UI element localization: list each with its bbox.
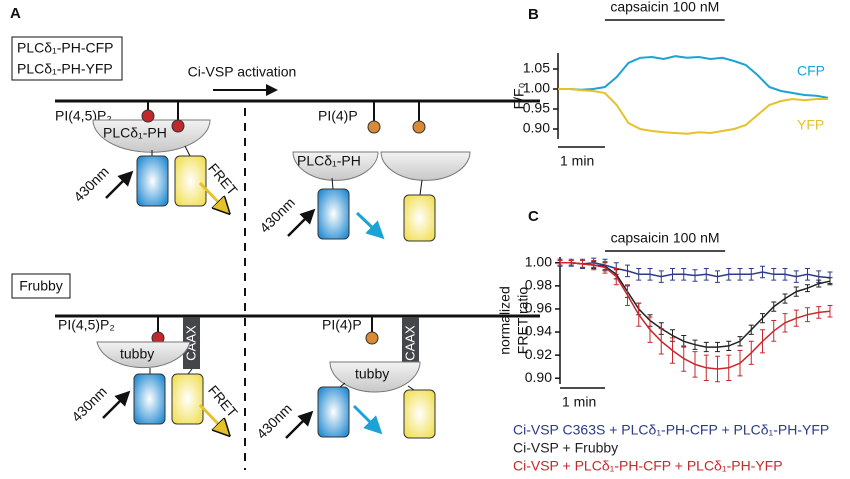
domain — [96, 341, 191, 369]
yfp — [174, 155, 207, 207]
series-line — [558, 88, 828, 135]
excitation-label: 430nm — [70, 163, 112, 205]
y-tick-label: 0.92 — [525, 346, 552, 362]
linker — [331, 177, 334, 190]
construct-label: PLCδ₁-PH-CFP — [17, 40, 114, 56]
linker — [184, 145, 191, 157]
y-tick-label: 1.05 — [523, 60, 550, 76]
y-tick-label: 0.94 — [525, 323, 552, 339]
y-axis-label: FRET ratio — [515, 287, 531, 355]
domain-label: tubby — [120, 346, 154, 362]
excitation-label: 430nm — [68, 383, 110, 425]
pip2-headgroup — [141, 109, 155, 123]
excitation-arrow — [285, 410, 314, 439]
pip2-headgroup — [171, 119, 185, 133]
emission-arrow — [355, 211, 385, 240]
caax — [402, 317, 419, 369]
lipid-label: PI(4)P — [318, 108, 358, 124]
cfp — [136, 155, 169, 207]
yfp — [403, 389, 436, 439]
y-tick-label: 1.00 — [525, 253, 552, 269]
pi4p-headgroup — [365, 331, 379, 345]
cfp — [133, 373, 166, 425]
pi4p-headgroup — [412, 120, 426, 134]
series-label: CFP — [797, 63, 825, 79]
series-label: YFP — [797, 117, 824, 133]
emission-arrow — [352, 404, 383, 435]
cfp — [317, 188, 350, 240]
domain — [329, 361, 421, 393]
anchor-label: CAAX — [402, 325, 417, 361]
cfp — [317, 386, 350, 438]
y-tick-label: 0.95 — [523, 100, 550, 116]
legend-entry: Ci-VSP + Frubby — [513, 440, 618, 456]
panel-label: B — [528, 6, 539, 23]
panel-a: A PLCδ₁-PH-CFP PLCδ₁-PH-YFP Ci-VSP activ… — [10, 5, 540, 470]
series-line — [558, 55, 829, 99]
lipid-label: PI(4,5)P₂ — [58, 317, 115, 333]
caax — [183, 317, 200, 369]
domain — [380, 151, 471, 181]
pi4p-headgroup — [367, 120, 381, 134]
sensor-box — [11, 273, 71, 299]
chart: B 0.90 0.95 1.00 1.05 F/F₀ capsaicin 100 nM 1 m… — [511, 0, 829, 169]
y-tick-label: 0.98 — [525, 277, 552, 293]
sensor-label: Frubby — [19, 278, 63, 294]
y-tick-label: 0.90 — [525, 369, 552, 385]
excitation-arrow — [102, 390, 131, 419]
linker — [407, 385, 415, 391]
activation-label: Ci-VSP activation — [188, 64, 297, 80]
linker — [419, 179, 423, 196]
fret-arrow — [198, 403, 224, 430]
linker — [187, 368, 193, 375]
yfp — [403, 194, 436, 242]
y-axis-label: normalized — [497, 286, 513, 354]
legend-entry: Ci-VSP + PLCδ₁-PH-CFP + PLCδ₁-PH-YFP — [513, 458, 783, 474]
excitation-arrow — [105, 170, 134, 199]
error-bar — [827, 304, 833, 318]
fret-arrow — [198, 181, 224, 208]
y-tick-label: 1.00 — [523, 80, 550, 96]
y-tick-label: 0.90 — [523, 120, 550, 136]
yfp — [171, 373, 204, 425]
y-tick-label: 0.96 — [525, 300, 552, 316]
scale-bar-label: 1 min — [560, 153, 594, 169]
construct-label: PLCδ₁-PH-YFP — [17, 61, 113, 77]
scale-bar-label: 1 min — [562, 394, 596, 410]
lipid-label: PI(4)P — [322, 317, 362, 333]
stimulus-label: capsaicin 100 nM — [611, 230, 720, 246]
series-line — [560, 262, 831, 370]
excitation-arrow — [287, 208, 316, 237]
domain-label: PLCδ₁-PH — [297, 153, 361, 169]
linker — [339, 382, 346, 388]
anchor-label: CAAX — [183, 325, 198, 361]
chart: C 0.90 0.92 0.94 0.96 0.98 1.00 normalized FRET … — [497, 208, 833, 474]
legend-box — [11, 36, 123, 81]
excitation-label: 430nm — [256, 194, 298, 236]
legend-entry: Ci-VSP C363S + PLCδ₁-PH-CFP + PLCδ₁-PH-Y… — [513, 422, 829, 438]
panel-label: C — [528, 208, 539, 225]
panel-label: A — [10, 5, 21, 22]
domain-label: tubby — [355, 366, 389, 382]
domain-label: PLCδ₁-PH — [103, 125, 167, 141]
y-axis-label: F/F₀ — [511, 82, 527, 109]
domain — [292, 151, 379, 181]
stimulus-label: capsaicin 100 nM — [610, 0, 719, 15]
